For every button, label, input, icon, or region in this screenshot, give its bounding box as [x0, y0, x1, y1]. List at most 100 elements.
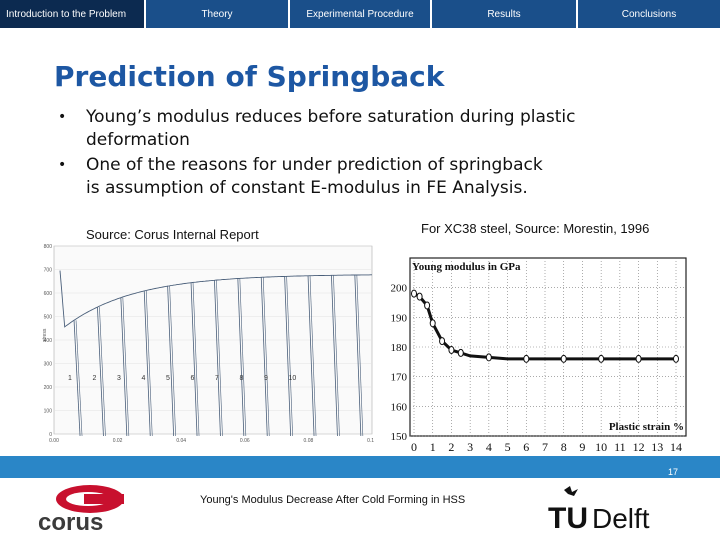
y-tick-label: 800	[44, 244, 53, 250]
reload-line	[333, 275, 340, 437]
tu-delft-logo: TU Delft	[548, 486, 650, 532]
source-right-caption: For XC38 steel, Source: Morestin, 1996	[421, 221, 650, 236]
footer-title: Young's Modulus Decrease After Cold Form…	[200, 494, 466, 506]
bullet-dot: •	[58, 109, 67, 125]
data-point	[429, 319, 436, 328]
source-left-caption: Source: Corus Internal Report	[86, 227, 259, 242]
tab-experimental-procedure[interactable]: Experimental Procedure	[290, 0, 432, 28]
bullet-text: One of the reasons for under prediction …	[86, 155, 543, 175]
unload-line	[97, 307, 104, 437]
envelope-curve	[59, 270, 372, 328]
reload-line	[356, 274, 364, 437]
cycle-label: 4	[142, 375, 146, 382]
reload-line	[216, 280, 223, 437]
cycle-label: 6	[191, 375, 195, 382]
unload-line	[73, 320, 81, 437]
tab-conclusions[interactable]: Conclusions	[621, 8, 677, 20]
delft-logo-text: Delft	[592, 503, 650, 532]
x-tick-label: 14	[670, 440, 682, 454]
top-navigation: Introduction to the Problem Theory Exper…	[0, 0, 720, 28]
slide-title: Prediction of Springback	[54, 60, 445, 93]
reload-line	[145, 290, 153, 437]
x-tick-label: 0.08	[304, 438, 314, 444]
cycle-label: 3	[117, 375, 121, 382]
x-tick-label: 3	[467, 440, 473, 454]
data-point	[485, 353, 492, 362]
x-tick-label: 6	[523, 440, 529, 454]
bullet-text: Young’s modulus reduces before saturatio…	[86, 107, 576, 127]
footer-bar	[0, 456, 720, 478]
x-tick-label: 0.00	[49, 438, 59, 444]
tu-logo-text: TU	[548, 502, 588, 532]
cycle-label: 1	[68, 375, 72, 382]
y-tick-label: 200	[391, 283, 408, 295]
x-tick-label: 7	[542, 440, 548, 454]
reload-line	[309, 275, 317, 437]
y-tick-label: 600	[44, 291, 53, 297]
corus-logo: corus	[38, 485, 124, 533]
corus-logo-text: corus	[38, 509, 103, 533]
unload-line	[284, 276, 292, 437]
data-point	[416, 292, 423, 301]
stress-strain-chart: 0 100 200 300 400 500 600 700 800 0.00 0.02 0.04 0.0…	[40, 242, 374, 447]
y-tick-label: 400	[44, 338, 53, 344]
unload-line	[260, 277, 268, 437]
data-point	[598, 354, 605, 363]
y-tick-label: 160	[391, 401, 408, 413]
unload-line	[237, 278, 245, 437]
y-tick-label: 150	[391, 431, 408, 443]
x-tick-label: 10	[595, 440, 607, 454]
x-tick-label: 11	[614, 440, 626, 454]
reload-line	[286, 276, 293, 437]
x-tick-label: 9	[579, 440, 585, 454]
bullet-item: • Young’s modulus reduces before saturat…	[58, 106, 678, 152]
unload-line	[167, 286, 175, 437]
reload-line	[99, 307, 106, 437]
unload-line	[120, 297, 128, 437]
x-tick-label: 0.04	[176, 438, 186, 444]
x-tick-label: 0	[411, 440, 417, 454]
x-tick-label: 4	[486, 440, 492, 454]
x-tick-label: 12	[633, 440, 645, 454]
page-number: 17	[667, 467, 678, 477]
cycle-label: 2	[93, 375, 97, 382]
reload-line	[122, 297, 130, 437]
bullet-text-continued: is assumption of constant E-modulus in F…	[86, 178, 528, 198]
data-point	[439, 337, 446, 346]
data-point	[635, 354, 642, 363]
unload-line	[190, 282, 198, 437]
unload-line	[331, 275, 338, 437]
y-tick-label: 170	[391, 372, 408, 384]
reload-line	[262, 277, 270, 437]
reload-line	[169, 286, 176, 437]
data-point	[424, 301, 431, 310]
y-tick-label: 200	[44, 385, 53, 391]
cycle-label: 7	[215, 375, 219, 382]
x-tick-label: 0.10	[367, 438, 374, 444]
y-tick-label: 0	[49, 432, 52, 438]
tab-introduction[interactable]: Introduction to the Problem	[0, 0, 146, 28]
reload-line	[239, 278, 247, 437]
flame-icon	[564, 486, 578, 496]
x-tick-label: 5	[505, 440, 511, 454]
x-tick-label: 8	[561, 440, 567, 454]
cycle-label: 8	[240, 375, 244, 382]
x-tick-label: 2	[448, 440, 454, 454]
x-tick-label: 1	[430, 440, 436, 454]
data-point	[673, 354, 679, 363]
unload-line	[307, 275, 315, 437]
data-point	[560, 354, 567, 363]
tab-theory[interactable]: Theory	[146, 0, 290, 28]
y-tick-label: 300	[44, 362, 53, 368]
y-tick-label: 500	[44, 315, 53, 321]
y-tick-label: 700	[44, 268, 53, 274]
chart-title: Young modulus in GPa	[412, 261, 521, 273]
tab-results[interactable]: Results	[432, 0, 578, 28]
reload-line	[75, 320, 83, 437]
unload-line	[214, 280, 221, 437]
cycle-label: 9	[264, 375, 268, 382]
unload-line	[143, 290, 151, 437]
reload-line	[192, 282, 200, 437]
y-tick-label: 190	[391, 312, 408, 324]
